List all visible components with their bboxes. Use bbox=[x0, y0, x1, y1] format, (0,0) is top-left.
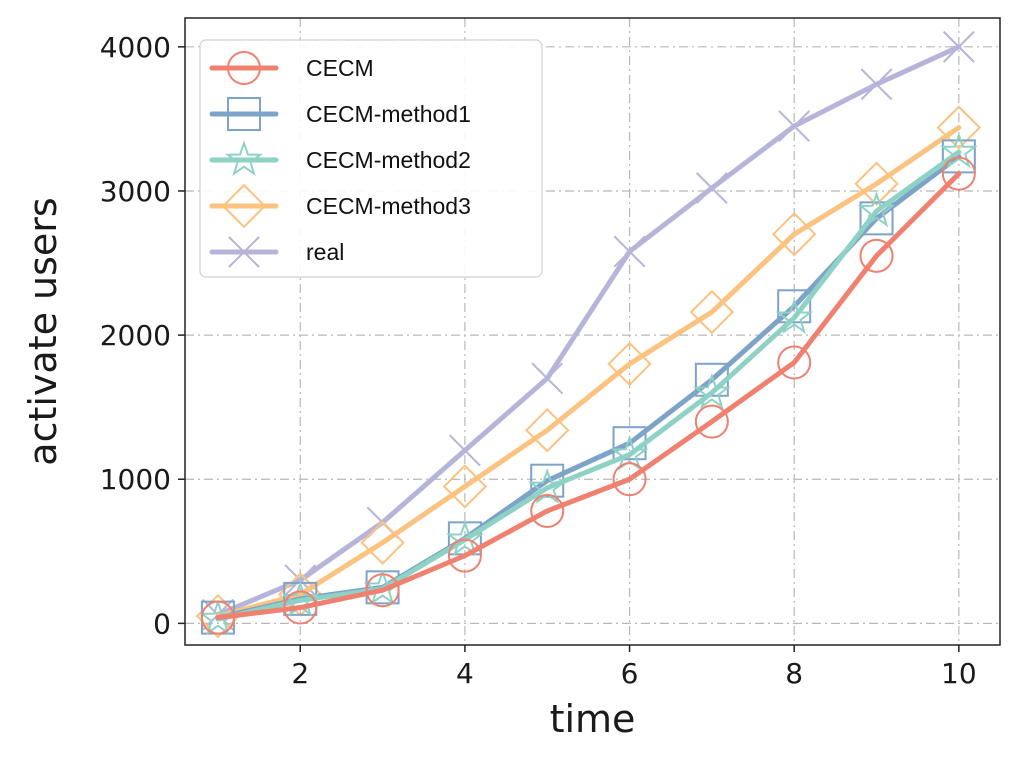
legend-label: CECM-method3 bbox=[306, 193, 471, 219]
series-cecm bbox=[200, 156, 976, 635]
data-point-cecm bbox=[694, 404, 729, 439]
legend-item-cecm-method3: CECM-method3 bbox=[209, 183, 471, 229]
legend-marker-cecm bbox=[227, 51, 261, 85]
legend-item-cecm-method1: CECM-method1 bbox=[209, 97, 471, 131]
data-point-cecm-method3 bbox=[689, 289, 735, 335]
axis-ticks: 2 4 6 8 10 0 1000 2000 3000 4000 bbox=[100, 31, 977, 690]
data-point-cecm bbox=[859, 238, 894, 273]
data-point-cecm-method1 bbox=[777, 289, 812, 324]
y-tick-label: 0 bbox=[153, 607, 171, 640]
data-point-cecm-method2 bbox=[775, 297, 814, 334]
series-line-cecm-method2 bbox=[215, 149, 962, 622]
data-point-cecm-method2 bbox=[610, 434, 649, 471]
data-point-cecm-method3 bbox=[442, 464, 488, 509]
legend-label: real bbox=[306, 239, 344, 265]
legend-label: CECM bbox=[306, 55, 374, 81]
series-line-cecm bbox=[215, 171, 962, 621]
y-tick-label: 1000 bbox=[100, 463, 171, 496]
legend-item-cecm: CECM bbox=[209, 51, 374, 85]
legend: CECM CECM-method1 CECM-method2 CECM-method3… bbox=[199, 39, 543, 278]
data-point-cecm-method3 bbox=[360, 520, 405, 565]
x-tick-label: 2 bbox=[291, 657, 309, 690]
x-tick-label: 4 bbox=[456, 657, 474, 690]
data-point-cecm bbox=[283, 590, 318, 625]
data-point-cecm-method2 bbox=[857, 191, 896, 228]
data-point-cecm bbox=[530, 493, 565, 528]
data-point-real bbox=[531, 362, 564, 395]
x-axis-title: time bbox=[550, 697, 636, 741]
legend-box bbox=[199, 39, 543, 278]
y-tick-label: 4000 bbox=[100, 31, 171, 64]
x-tick-label: 8 bbox=[785, 657, 803, 690]
data-point-cecm bbox=[612, 462, 647, 497]
legend-marker-real bbox=[228, 236, 260, 268]
data-point-cecm-method3 bbox=[607, 341, 652, 387]
data-point-cecm-method3 bbox=[936, 105, 982, 150]
data-point-real bbox=[778, 110, 811, 143]
x-tick-label: 10 bbox=[941, 657, 977, 690]
series-line-cecm-method3 bbox=[215, 125, 962, 619]
data-point-real bbox=[448, 434, 481, 467]
legend-marker-cecm-method3 bbox=[221, 183, 267, 229]
series-line-real bbox=[215, 44, 962, 618]
legend-marker-cecm-method1 bbox=[227, 97, 261, 131]
data-point-real bbox=[860, 68, 893, 101]
plot-frame bbox=[184, 17, 1001, 646]
data-point-real bbox=[695, 172, 728, 204]
legend-item-cecm-method2: CECM-method2 bbox=[209, 140, 471, 177]
data-point-cecm-method3 bbox=[525, 408, 570, 453]
data-point-real bbox=[613, 235, 646, 268]
legend-label: CECM-method2 bbox=[306, 147, 471, 173]
data-point-real bbox=[942, 30, 975, 63]
y-tick-label: 2000 bbox=[100, 319, 171, 352]
series-group bbox=[195, 30, 982, 639]
series-cecm-method2 bbox=[199, 132, 978, 636]
y-tick-label: 3000 bbox=[100, 175, 171, 208]
data-point-cecm-method2 bbox=[692, 372, 731, 409]
data-point-cecm bbox=[365, 573, 400, 608]
x-tick-label: 6 bbox=[621, 657, 639, 690]
data-point-cecm bbox=[777, 345, 812, 380]
legend-item-real: real bbox=[209, 236, 344, 268]
data-point-cecm-method3 bbox=[854, 161, 899, 206]
y-axis-title: activate users bbox=[21, 197, 65, 465]
legend-marker-cecm-method2 bbox=[225, 140, 263, 177]
data-point-cecm bbox=[200, 600, 235, 635]
data-point-cecm bbox=[941, 156, 976, 191]
data-point-cecm-method2 bbox=[939, 132, 978, 169]
data-point-cecm-method3 bbox=[771, 211, 817, 257]
data-point-cecm-method2 bbox=[446, 519, 484, 556]
legend-label: CECM-method1 bbox=[306, 101, 471, 127]
data-point-cecm bbox=[447, 538, 482, 573]
data-point-cecm-method1 bbox=[859, 201, 894, 236]
